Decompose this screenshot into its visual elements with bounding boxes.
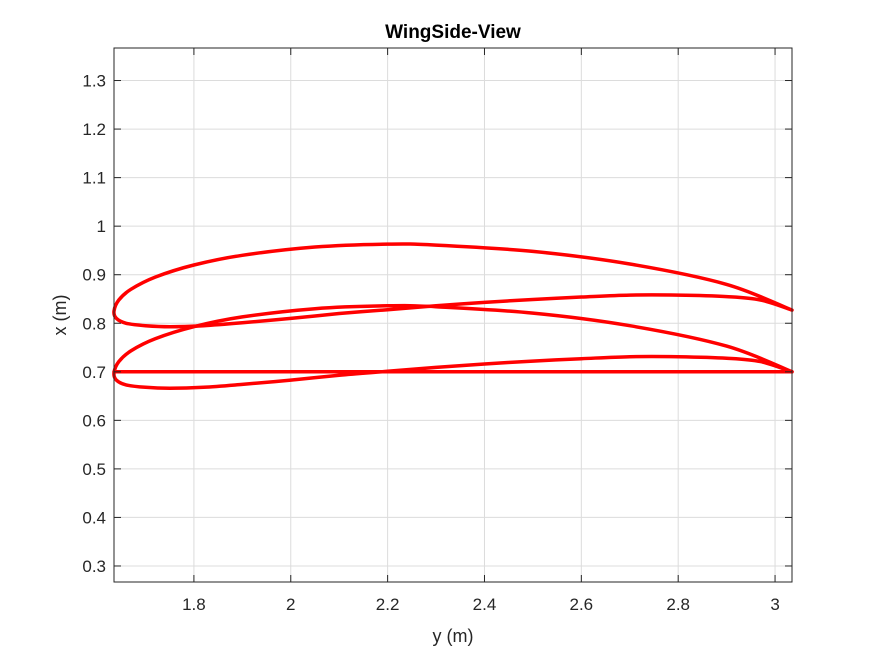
x-tick-label: 2.2 xyxy=(376,595,400,614)
chart-title: WingSide-View xyxy=(385,22,521,43)
y-tick-label: 0.4 xyxy=(82,508,106,527)
series-line-1 xyxy=(112,242,794,329)
y-tick-label: 1.3 xyxy=(82,72,106,91)
x-tick-label: 2.4 xyxy=(473,595,497,614)
y-tick-label: 0.6 xyxy=(82,411,106,430)
plot-area-background xyxy=(114,48,792,582)
x-tick-label: 3 xyxy=(770,595,779,614)
y-tick-label: 0.8 xyxy=(82,314,106,333)
axes-frame xyxy=(113,47,793,583)
y-tick-label: 1 xyxy=(97,217,106,236)
x-tick-label: 1.8 xyxy=(182,595,206,614)
airfoil-curves xyxy=(112,242,794,391)
series-line-2 xyxy=(112,303,794,391)
y-tick-labels: 0.3 0.4 0.5 0.6 0.7 0.8 0.9 1 1.1 1.2 1.3 xyxy=(82,72,106,576)
y-tick-label: 0.9 xyxy=(82,266,106,285)
y-axis-label: x (m) xyxy=(50,295,70,336)
y-tick-label: 1.2 xyxy=(82,120,106,139)
x-tick-label: 2.6 xyxy=(570,595,594,614)
x-tick-label: 2 xyxy=(286,595,295,614)
y-tick-label: 0.5 xyxy=(82,460,106,479)
y-tick-label: 1.1 xyxy=(82,169,106,188)
x-tick-labels: 1.8 2 2.2 2.4 2.6 2.8 3 xyxy=(182,595,780,614)
x-tick-label: 2.8 xyxy=(666,595,690,614)
y-tick-label: 0.3 xyxy=(82,557,106,576)
y-tick-label: 0.7 xyxy=(82,363,106,382)
x-axis-label: y (m) xyxy=(433,626,474,646)
ticks xyxy=(114,48,792,582)
